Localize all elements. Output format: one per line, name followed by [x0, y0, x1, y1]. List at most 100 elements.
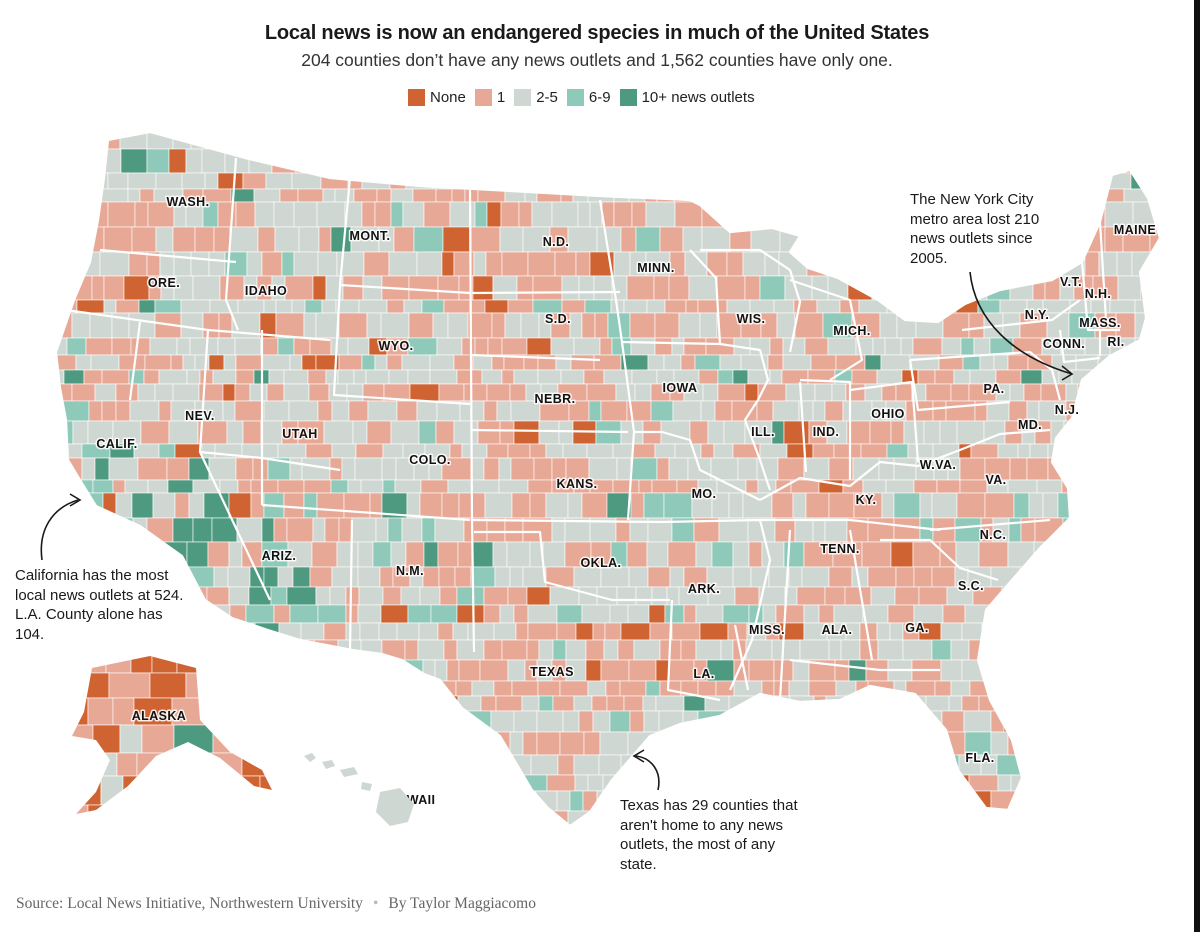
- county-cell: [286, 586, 317, 606]
- county-cell: [292, 680, 320, 697]
- county-cell: [1048, 810, 1076, 826]
- county-cell: [307, 774, 330, 792]
- county-cell: [573, 695, 593, 712]
- county-cell: [792, 659, 810, 682]
- county-cell: [1104, 639, 1118, 661]
- county-cell: [270, 586, 288, 606]
- county-cell: [518, 201, 533, 228]
- county-cell: [559, 680, 589, 697]
- county-cell: [682, 132, 701, 150]
- county-cell: [759, 275, 786, 301]
- county-cell: [803, 541, 834, 568]
- county-cell: [438, 383, 465, 402]
- county-cell: [92, 724, 121, 754]
- county-cell: [804, 810, 831, 826]
- state-label-md: MD.: [1018, 418, 1042, 432]
- county-cell: [250, 680, 273, 697]
- county-cell: [358, 148, 378, 174]
- county-cell: [583, 731, 601, 756]
- county-cell: [328, 774, 348, 792]
- county-cell: [644, 132, 658, 150]
- county-cell: [483, 400, 498, 422]
- county-cell: [1084, 337, 1111, 356]
- county-cell: [931, 566, 956, 588]
- county-cell: [701, 226, 731, 253]
- state-label-wis: WIS.: [737, 312, 766, 326]
- county-cell: [1123, 710, 1144, 733]
- county-cell: [956, 492, 986, 519]
- county-cell: [942, 312, 970, 339]
- county-cell: [647, 148, 677, 174]
- county-cell: [419, 586, 441, 606]
- county-cell: [932, 400, 947, 422]
- county-cell: [542, 541, 566, 568]
- county-cell: [215, 639, 237, 661]
- county-cell: [644, 188, 658, 203]
- county-cell: [1119, 443, 1141, 459]
- county-cell: [131, 226, 157, 253]
- county-cell: [1082, 172, 1106, 190]
- county-cell: [529, 492, 547, 519]
- county-cell: [377, 659, 392, 682]
- county-cell: [913, 566, 933, 588]
- county-cell: [628, 188, 646, 203]
- county-cell: [276, 827, 288, 847]
- county-cell: [379, 566, 394, 588]
- county-cell: [556, 622, 577, 641]
- county-cell: [829, 754, 858, 776]
- county-cell: [842, 479, 864, 494]
- county-cell: [474, 201, 488, 228]
- county-cell: [900, 790, 914, 812]
- county-cell: [464, 188, 479, 203]
- county-cell: [167, 479, 194, 494]
- county-cell: [1023, 383, 1042, 402]
- county-cell: [959, 479, 988, 494]
- county-cell: [934, 369, 955, 385]
- county-cell: [678, 312, 701, 339]
- county-cell: [1090, 299, 1111, 314]
- county-cell: [1007, 731, 1033, 756]
- county-cell: [61, 695, 80, 712]
- county-cell: [722, 604, 750, 624]
- county-cell: [467, 754, 481, 776]
- county-cell: [918, 148, 944, 174]
- county-cell: [999, 299, 1028, 314]
- county-cell: [1030, 810, 1050, 826]
- county-cell: [810, 827, 822, 847]
- county-cell: [471, 541, 494, 568]
- county-cell: [122, 775, 155, 806]
- county-cell: [925, 383, 952, 402]
- county-cell: [953, 790, 973, 812]
- county-cell: [781, 369, 809, 385]
- county-cell: [470, 566, 496, 588]
- county-cell: [562, 710, 580, 733]
- county-cell: [390, 188, 414, 203]
- county-cell: [282, 731, 297, 756]
- county-cell: [748, 541, 763, 568]
- county-cell: [698, 369, 719, 385]
- county-cell: [349, 659, 367, 682]
- county-cell: [366, 420, 392, 445]
- county-cell: [884, 337, 902, 356]
- county-cell: [208, 695, 238, 712]
- county-cell: [350, 226, 380, 253]
- county-cell: [56, 443, 68, 459]
- county-cell: [455, 680, 473, 697]
- county-cell: [934, 680, 952, 697]
- county-cell: [441, 251, 455, 277]
- county-cell: [763, 710, 794, 733]
- county-cell: [212, 724, 254, 754]
- county-cell: [316, 492, 345, 519]
- county-cell: [217, 172, 244, 190]
- county-cell: [1062, 622, 1079, 641]
- county-cell: [1009, 383, 1025, 402]
- county-cell: [556, 604, 583, 624]
- county-cell: [617, 639, 635, 661]
- county-cell: [500, 201, 520, 228]
- county-cell: [909, 354, 940, 371]
- county-cell: [235, 201, 256, 228]
- county-cell: [303, 492, 318, 519]
- county-cell: [1028, 132, 1052, 150]
- legend-swatch-6-9: [566, 88, 584, 106]
- state-label-idaho: IDAHO: [245, 284, 287, 298]
